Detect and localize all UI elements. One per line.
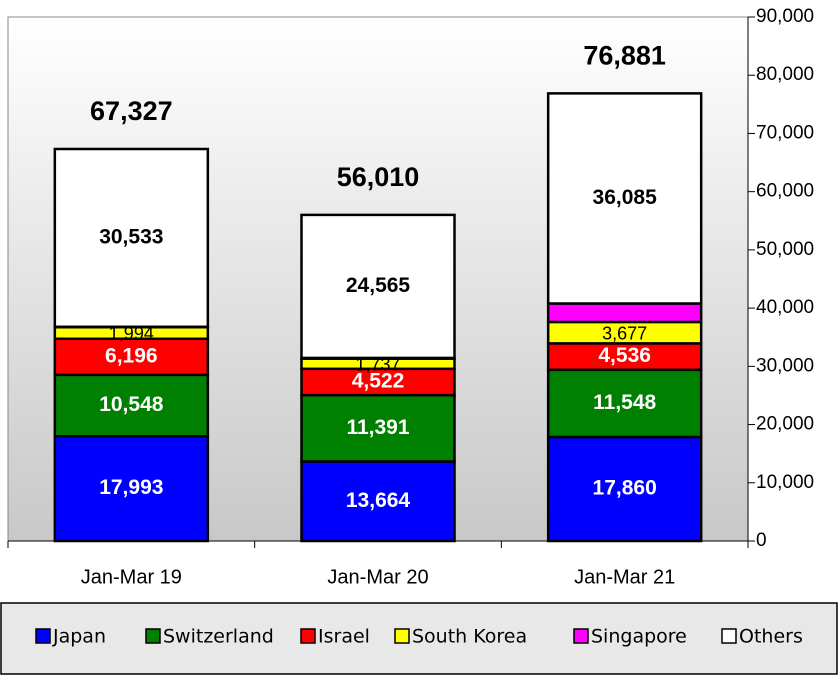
legend-swatch: [145, 628, 161, 644]
legend-label: Switzerland: [163, 626, 274, 648]
y-tick-label: 40,000: [756, 297, 814, 318]
legend-swatch: [300, 628, 316, 644]
y-tick-label: 80,000: [756, 64, 814, 85]
y-tick-label: 30,000: [756, 355, 814, 376]
legend-label: Israel: [318, 626, 370, 648]
data-label: 10,548: [99, 393, 164, 416]
bar-segment: [546, 342, 703, 372]
total-label: 56,010: [337, 162, 420, 192]
data-label: 24,565: [346, 274, 411, 297]
bar-segment: [300, 213, 456, 360]
data-label: 17,993: [99, 476, 163, 499]
y-tick-label: 10,000: [756, 472, 814, 493]
total-label: 67,327: [90, 96, 173, 126]
x-tick-label: Jan-Mar 20: [327, 566, 428, 588]
legend-label: Singapore: [591, 626, 687, 648]
data-label: 1,994: [109, 324, 154, 344]
data-label: 6,196: [105, 344, 158, 367]
y-tick-label: 0: [756, 530, 767, 551]
bar-segment: [546, 302, 703, 324]
bar-segment: [546, 435, 703, 543]
legend-swatch: [35, 628, 51, 644]
bar-segment: [300, 460, 456, 543]
y-tick-label: 60,000: [756, 181, 814, 202]
data-label: 11,391: [346, 416, 409, 439]
legend-label: South Korea: [412, 626, 527, 648]
y-tick-label: 50,000: [756, 239, 814, 260]
y-tick-label: 20,000: [756, 414, 814, 435]
x-tick-label: Jan-Mar 21: [574, 566, 675, 588]
bar-segment: [546, 92, 703, 305]
legend-box: [0, 602, 838, 675]
y-tick-label: 70,000: [756, 122, 814, 143]
x-tick-label: Jan-Mar 19: [81, 566, 182, 588]
legend-swatch: [573, 628, 589, 644]
data-label: 13,664: [346, 489, 411, 512]
legend-label: Japan: [52, 626, 106, 648]
y-tick-label: 90,000: [756, 6, 814, 27]
data-label: 1,737: [355, 354, 400, 374]
data-label: 11,548: [593, 391, 656, 414]
legend-swatch: [721, 628, 737, 644]
bar-segment: [546, 368, 703, 439]
data-label: 4,536: [598, 344, 651, 367]
data-label: 3,677: [602, 323, 647, 343]
bar-segment: [53, 373, 210, 438]
bar-segment: [53, 434, 210, 543]
data-label: 17,860: [593, 477, 657, 500]
bar-segment: [53, 147, 210, 329]
data-label: 30,533: [99, 225, 163, 248]
total-label: 76,881: [583, 41, 666, 71]
data-label: 36,085: [593, 186, 658, 209]
legend-swatch: [394, 628, 410, 644]
bar-segment: [300, 367, 456, 397]
legend-label: Others: [739, 626, 803, 648]
data-label: 4,522: [352, 370, 405, 393]
